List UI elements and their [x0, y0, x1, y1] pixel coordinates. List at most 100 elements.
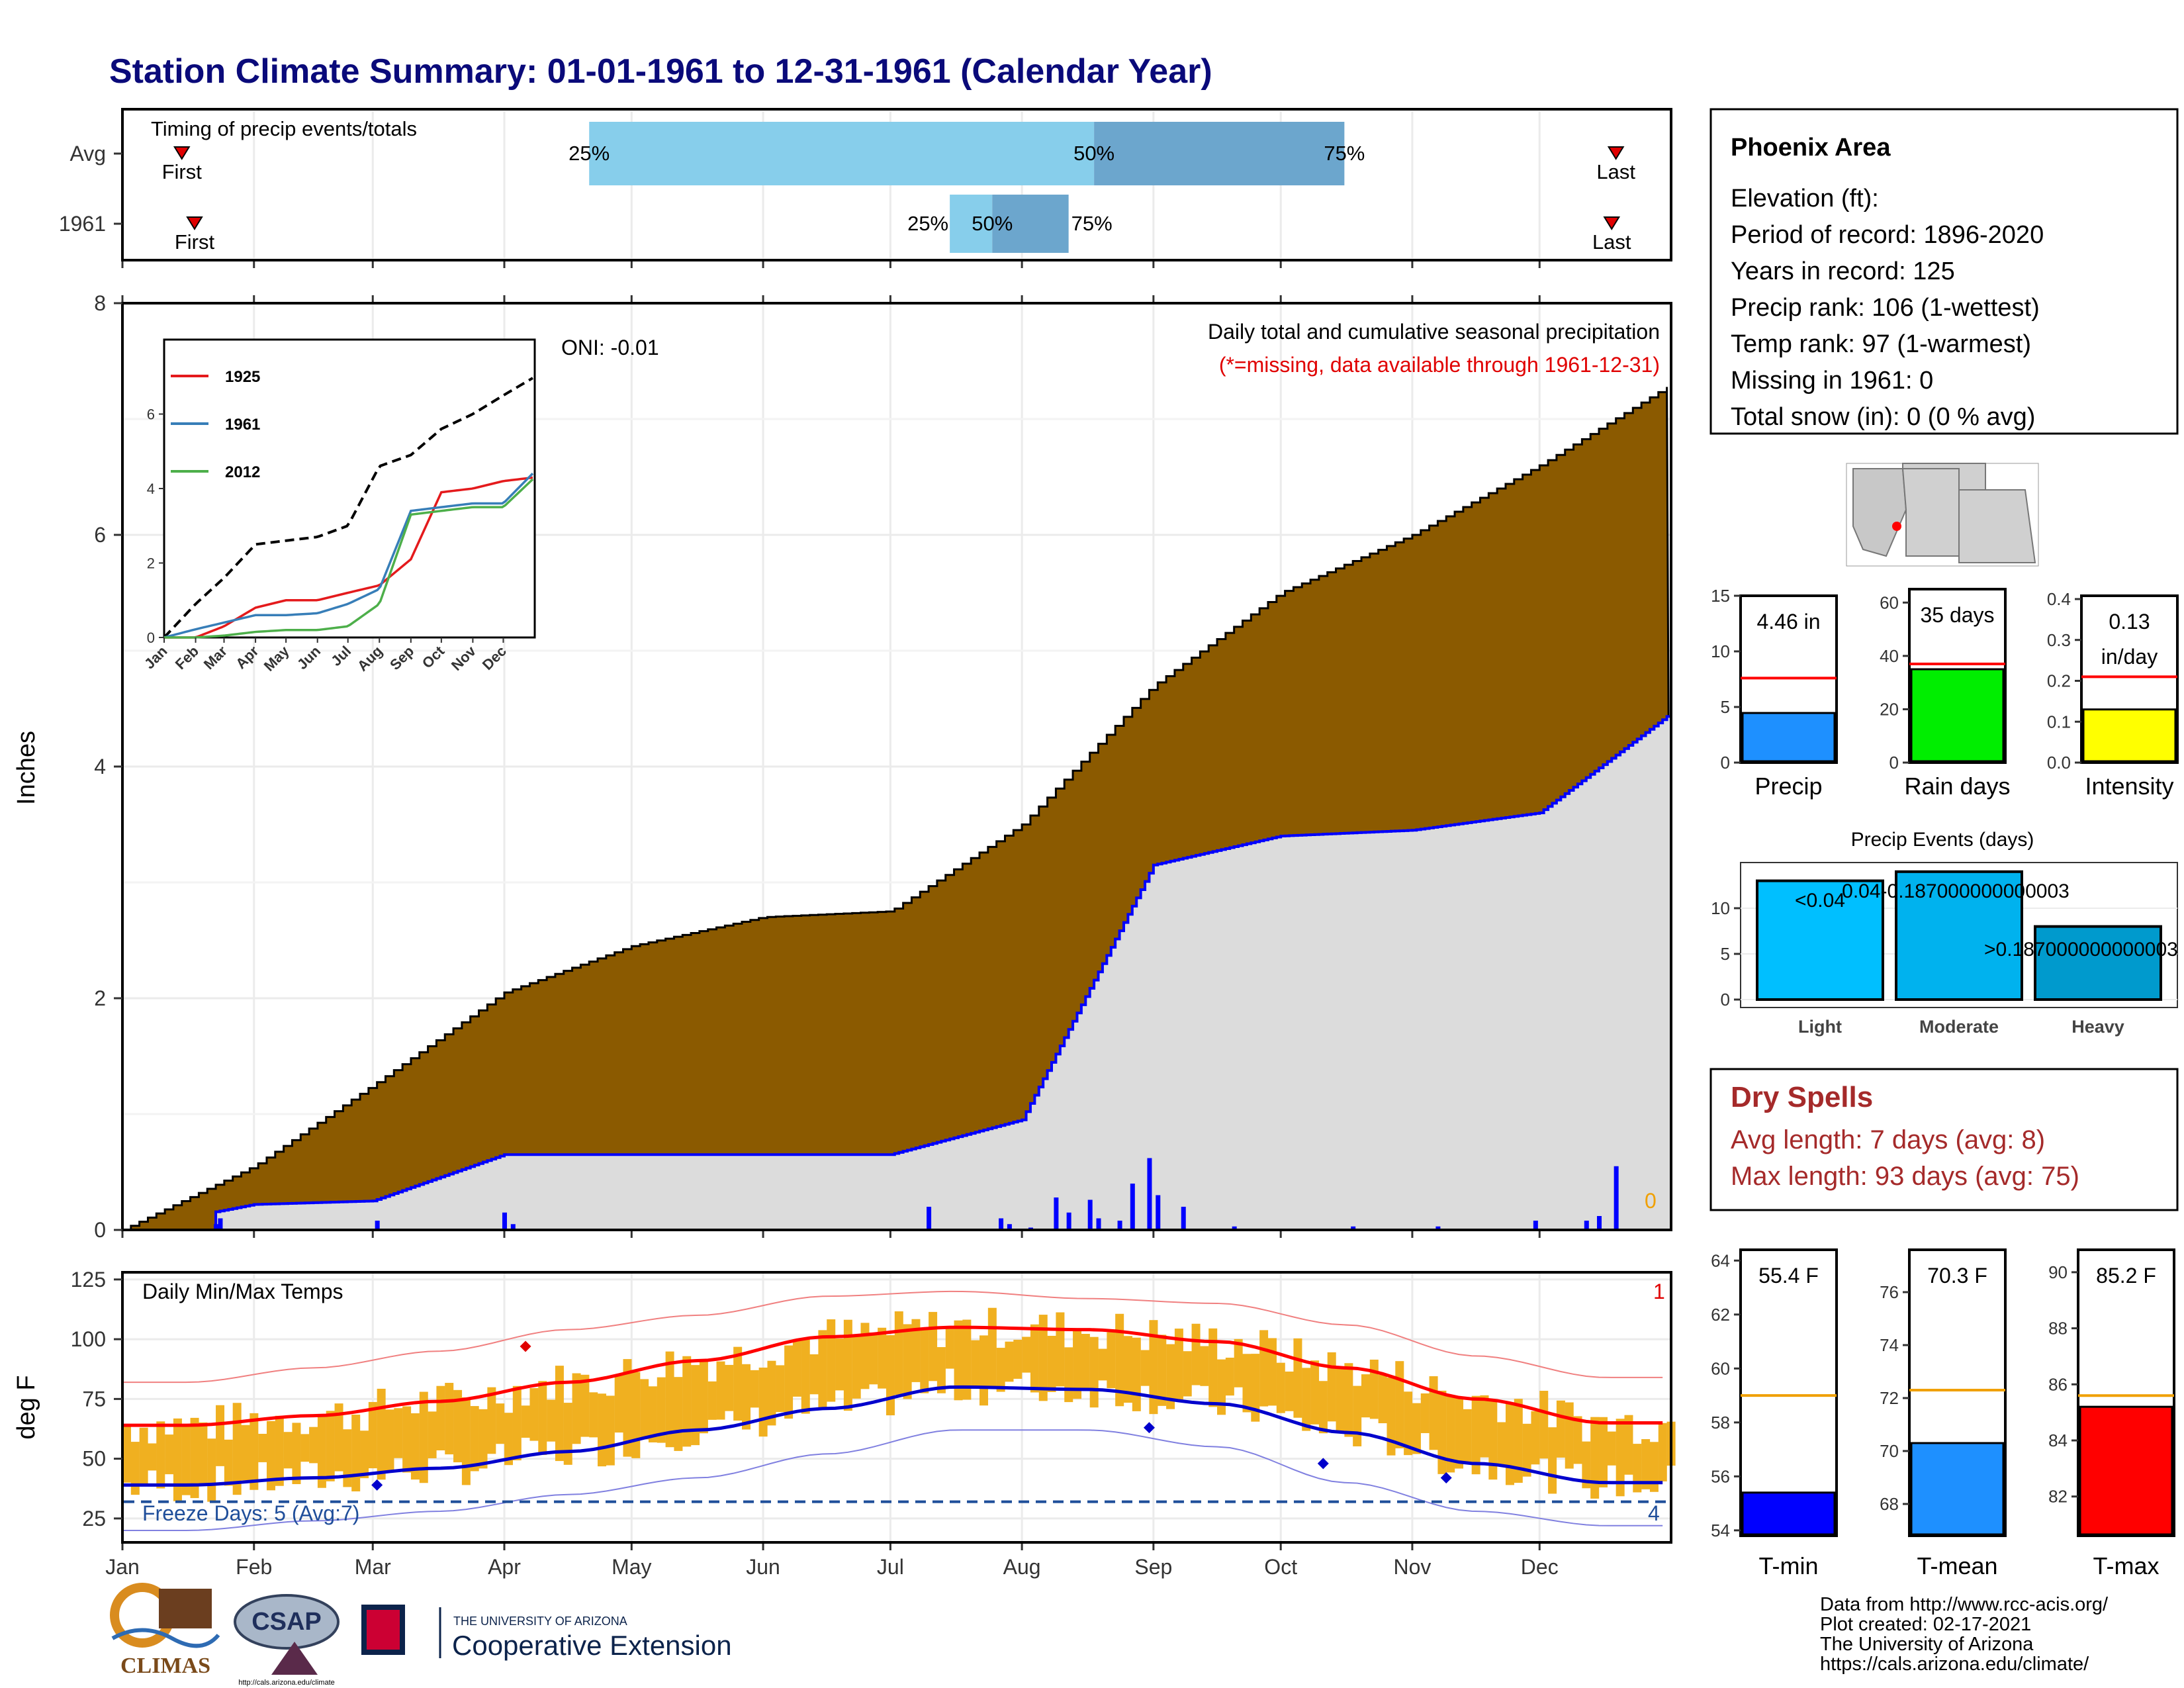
daily-temp-bar	[130, 1442, 140, 1495]
daily-temp-bar	[962, 1319, 972, 1400]
dry-spells-avg: Avg length: 7 days (avg: 8)	[1731, 1125, 2045, 1154]
daily-temp-bar	[1302, 1368, 1311, 1431]
daily-precip-bar	[927, 1207, 932, 1230]
precip-panel: 0 2 4 6 8 Inches Daily total and cumulative …	[13, 291, 1672, 1242]
daily-precip-bar	[1232, 1226, 1237, 1230]
mini-y-tick-label: 0.3	[2047, 630, 2071, 650]
dry-spells-title: Dry Spells	[1731, 1081, 1873, 1113]
mini-value-label: 0.13	[2109, 610, 2150, 633]
daily-temp-bar	[648, 1386, 657, 1443]
mini-value-label: 4.46 in	[1756, 610, 1820, 633]
daily-temp-bar	[504, 1413, 513, 1466]
colorado-shape	[1902, 463, 1986, 491]
daily-temp-bar	[410, 1413, 420, 1480]
precip-areas	[122, 387, 1672, 1231]
precip-ylabel: Inches	[13, 731, 40, 805]
timing-box-50-75	[1094, 122, 1345, 185]
record-marker	[1440, 1472, 1452, 1483]
events-bar	[2034, 925, 2162, 1001]
timing-panel: Timing of precip events/totals Avg 25% 50%…	[59, 108, 1672, 268]
daily-temp-bar	[1149, 1320, 1158, 1415]
daily-temp-bar	[1200, 1346, 1209, 1386]
daily-temp-bar	[860, 1323, 870, 1389]
month-label: Jun	[746, 1555, 780, 1579]
csap-url: http://cals.arizona.edu/climate	[238, 1679, 335, 1687]
daily-temp-bar	[1030, 1324, 1039, 1393]
csap-mountain	[271, 1642, 318, 1675]
daily-temp-bar	[326, 1411, 335, 1481]
temp-mini-y-tick-label: 64	[1711, 1250, 1730, 1270]
daily-temp-bar	[1064, 1347, 1073, 1403]
daily-temp-bar	[640, 1379, 649, 1440]
texas-shape	[1958, 489, 2036, 563]
inset-y-tick-label: 6	[147, 406, 155, 423]
record-marker	[1317, 1458, 1329, 1470]
events-bar-label: >0.187000000000003	[1984, 939, 2178, 961]
month-label: Feb	[236, 1555, 272, 1579]
temp-mini-y-tick-label: 54	[1711, 1521, 1730, 1540]
daily-temp-bar	[402, 1406, 412, 1473]
daily-temp-bar	[827, 1319, 836, 1402]
footer-line-2: Plot created: 02-17-2021	[1820, 1614, 2031, 1635]
daily-temp-bar	[843, 1319, 852, 1411]
daily-temp-bar	[1420, 1393, 1430, 1433]
daily-temp-bar	[1446, 1396, 1455, 1473]
daily-temp-bar	[1285, 1371, 1294, 1411]
daily-temp-bar	[1166, 1344, 1175, 1409]
daily-temp-bar	[1073, 1330, 1082, 1399]
record-max-line	[122, 1290, 1663, 1383]
mini-value-label: 35 days	[1920, 603, 1994, 627]
daily-precip-bar	[1533, 1221, 1538, 1230]
timing-last-marker	[1603, 216, 1621, 230]
dry-spells-max: Max length: 93 days (avg: 75)	[1731, 1162, 2079, 1191]
events-bar	[1756, 879, 1884, 1001]
daily-temp-bar	[1565, 1402, 1574, 1469]
daily-temp-bar	[1336, 1366, 1345, 1431]
temp-data	[122, 1290, 1676, 1531]
events-bar	[1895, 870, 2023, 1002]
daily-temp-bar	[1013, 1339, 1023, 1379]
daily-temp-bar	[1225, 1357, 1234, 1396]
daily-temp-bar	[1590, 1417, 1600, 1499]
temp-mini-category-label: T-max	[2093, 1552, 2159, 1579]
dry-spells-box: Dry Spells Avg length: 7 days (avg: 8) M…	[1709, 1068, 2179, 1211]
daily-temp-bar	[1056, 1312, 1065, 1387]
station-info-box: Phoenix Area Elevation (ft): Period of re…	[1709, 108, 2179, 435]
station-line: Elevation (ft):	[1731, 185, 1879, 212]
precip-note: Daily total and cumulative seasonal prec…	[1208, 320, 1660, 344]
footer-line-4: https://cals.arizona.edu/climate/	[1820, 1654, 2089, 1675]
csap-cloud	[234, 1594, 340, 1650]
daily-temp-bar	[309, 1427, 318, 1464]
daily-temp-bar	[496, 1403, 505, 1444]
daily-temp-bar	[886, 1335, 895, 1416]
timing-p75-label: 75%	[1071, 212, 1113, 235]
daily-precip-bar	[218, 1218, 223, 1230]
daily-temp-bar	[792, 1339, 801, 1397]
mini-unit-label: in/day	[2101, 645, 2158, 669]
daily-temp-bar	[156, 1421, 165, 1489]
station-line: Missing in 1961: 0	[1731, 367, 1933, 395]
station-line: Period of record: 1896-2020	[1731, 221, 2044, 249]
daily-temp-bar	[894, 1311, 903, 1395]
timing-box-25-50	[589, 122, 1095, 185]
daily-precip-bar	[1096, 1218, 1101, 1230]
events-y-tick-label: 5	[1721, 944, 1730, 964]
daily-temp-bar	[190, 1417, 199, 1499]
precip-y-tick-label: 2	[94, 986, 106, 1010]
month-label: Jul	[877, 1555, 904, 1579]
daily-temp-bar	[1327, 1352, 1336, 1422]
daily-temp-bar	[470, 1406, 479, 1472]
mini-y-tick-label: 15	[1711, 586, 1730, 606]
daily-temp-bar	[911, 1319, 921, 1382]
temp-ylabel: deg F	[13, 1375, 40, 1439]
mini-y-tick-label: 0.1	[2047, 712, 2071, 731]
timing-first-marker	[173, 146, 191, 160]
daily-temp-bar	[614, 1374, 623, 1433]
inset-legend-label: 2012	[225, 463, 260, 481]
daily-temp-bar	[852, 1336, 861, 1399]
timing-first-label: First	[175, 230, 215, 254]
daily-temp-bar	[1038, 1315, 1048, 1401]
temp-mini-y-tick-label: 60	[1711, 1358, 1730, 1378]
daily-temp-bar	[699, 1361, 708, 1434]
mini-category-label: Intensity	[2085, 773, 2173, 800]
